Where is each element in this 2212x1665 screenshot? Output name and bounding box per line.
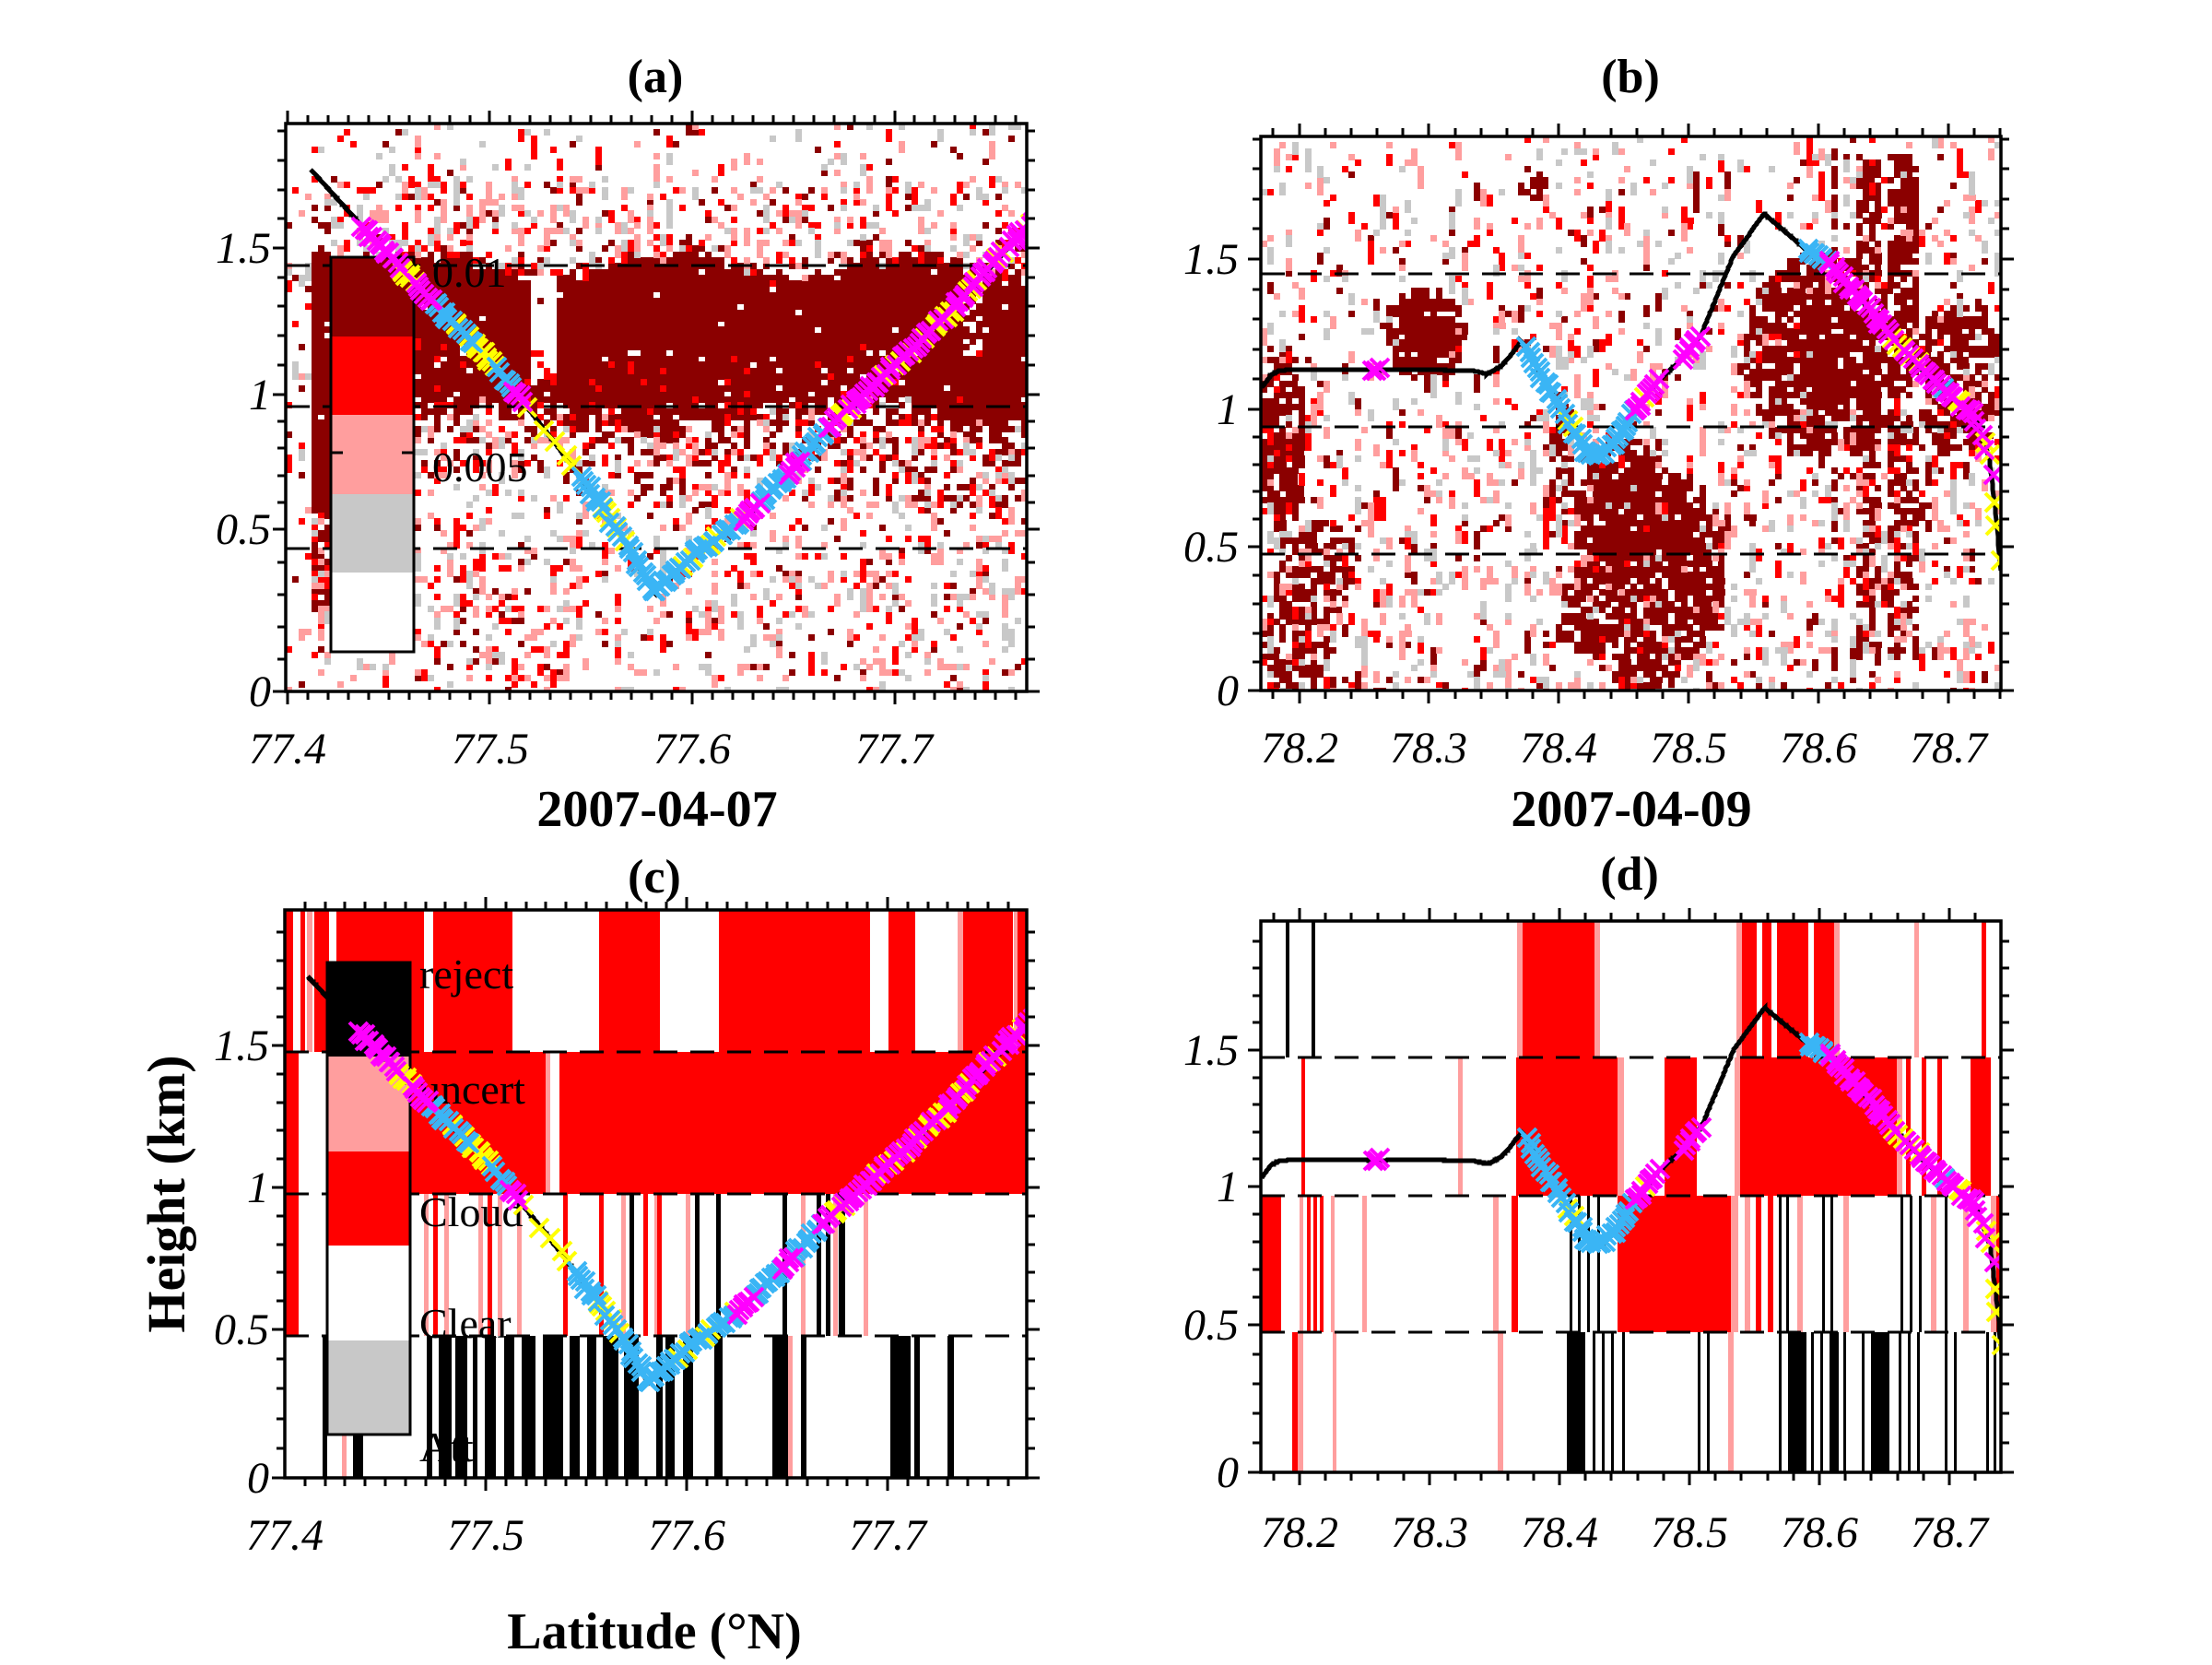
svg-text:0.5: 0.5 bbox=[1183, 523, 1239, 572]
svg-text:2007-04-07: 2007-04-07 bbox=[536, 781, 777, 838]
svg-text:0: 0 bbox=[1217, 667, 1239, 715]
svg-text:78.7: 78.7 bbox=[1911, 1508, 1990, 1557]
svg-text:0.01: 0.01 bbox=[432, 249, 507, 296]
svg-text:78.4: 78.4 bbox=[1520, 724, 1597, 773]
svg-text:1.5: 1.5 bbox=[214, 1021, 269, 1070]
svg-text:0: 0 bbox=[1217, 1448, 1239, 1497]
svg-text:78.2: 78.2 bbox=[1261, 724, 1338, 773]
svg-text:78.4: 78.4 bbox=[1521, 1508, 1598, 1557]
svg-text:78.5: 78.5 bbox=[1651, 1508, 1728, 1557]
svg-text:(d): (d) bbox=[1600, 848, 1659, 901]
svg-text:78.5: 78.5 bbox=[1650, 724, 1727, 773]
svg-text:78.6: 78.6 bbox=[1780, 724, 1857, 773]
svg-text:2007-04-09: 2007-04-09 bbox=[1511, 781, 1751, 838]
svg-text:(b): (b) bbox=[1601, 51, 1660, 103]
svg-text:Clear: Clear bbox=[419, 1300, 512, 1347]
svg-text:78.3: 78.3 bbox=[1391, 1508, 1468, 1557]
svg-text:77.5: 77.5 bbox=[452, 725, 529, 773]
svg-text:1: 1 bbox=[1217, 1163, 1239, 1211]
svg-text:78.2: 78.2 bbox=[1261, 1508, 1338, 1557]
svg-text:(a): (a) bbox=[628, 51, 684, 103]
svg-text:0.5: 0.5 bbox=[1183, 1301, 1239, 1350]
svg-text:77.5: 77.5 bbox=[447, 1511, 524, 1560]
svg-text:Height (km): Height (km) bbox=[136, 1055, 196, 1332]
svg-text:77.4: 77.4 bbox=[249, 725, 326, 773]
svg-text:reject: reject bbox=[419, 951, 513, 998]
svg-text:77.7: 77.7 bbox=[855, 725, 935, 773]
svg-text:0: 0 bbox=[249, 667, 271, 716]
svg-text:78.6: 78.6 bbox=[1781, 1508, 1858, 1557]
svg-text:1.5: 1.5 bbox=[1183, 1026, 1239, 1075]
svg-text:77.7: 77.7 bbox=[849, 1511, 928, 1560]
svg-text:0.005: 0.005 bbox=[432, 443, 528, 490]
svg-text:1: 1 bbox=[249, 371, 271, 419]
svg-text:78.7: 78.7 bbox=[1910, 724, 1989, 773]
svg-text:0: 0 bbox=[247, 1454, 269, 1503]
svg-text:77.4: 77.4 bbox=[246, 1511, 324, 1560]
svg-text:1.5: 1.5 bbox=[1183, 235, 1239, 284]
svg-text:78.3: 78.3 bbox=[1390, 724, 1467, 773]
svg-text:77.6: 77.6 bbox=[648, 1511, 725, 1560]
svg-text:Att: Att bbox=[419, 1423, 474, 1470]
svg-text:(c): (c) bbox=[628, 851, 681, 903]
svg-text:1.5: 1.5 bbox=[216, 224, 271, 273]
svg-text:0.5: 0.5 bbox=[216, 505, 271, 554]
svg-text:Latitude (°N): Latitude (°N) bbox=[507, 1603, 801, 1660]
svg-text:0.5: 0.5 bbox=[214, 1305, 269, 1354]
svg-text:1: 1 bbox=[247, 1163, 269, 1212]
svg-text:77.6: 77.6 bbox=[653, 725, 731, 773]
svg-text:1: 1 bbox=[1217, 385, 1239, 434]
